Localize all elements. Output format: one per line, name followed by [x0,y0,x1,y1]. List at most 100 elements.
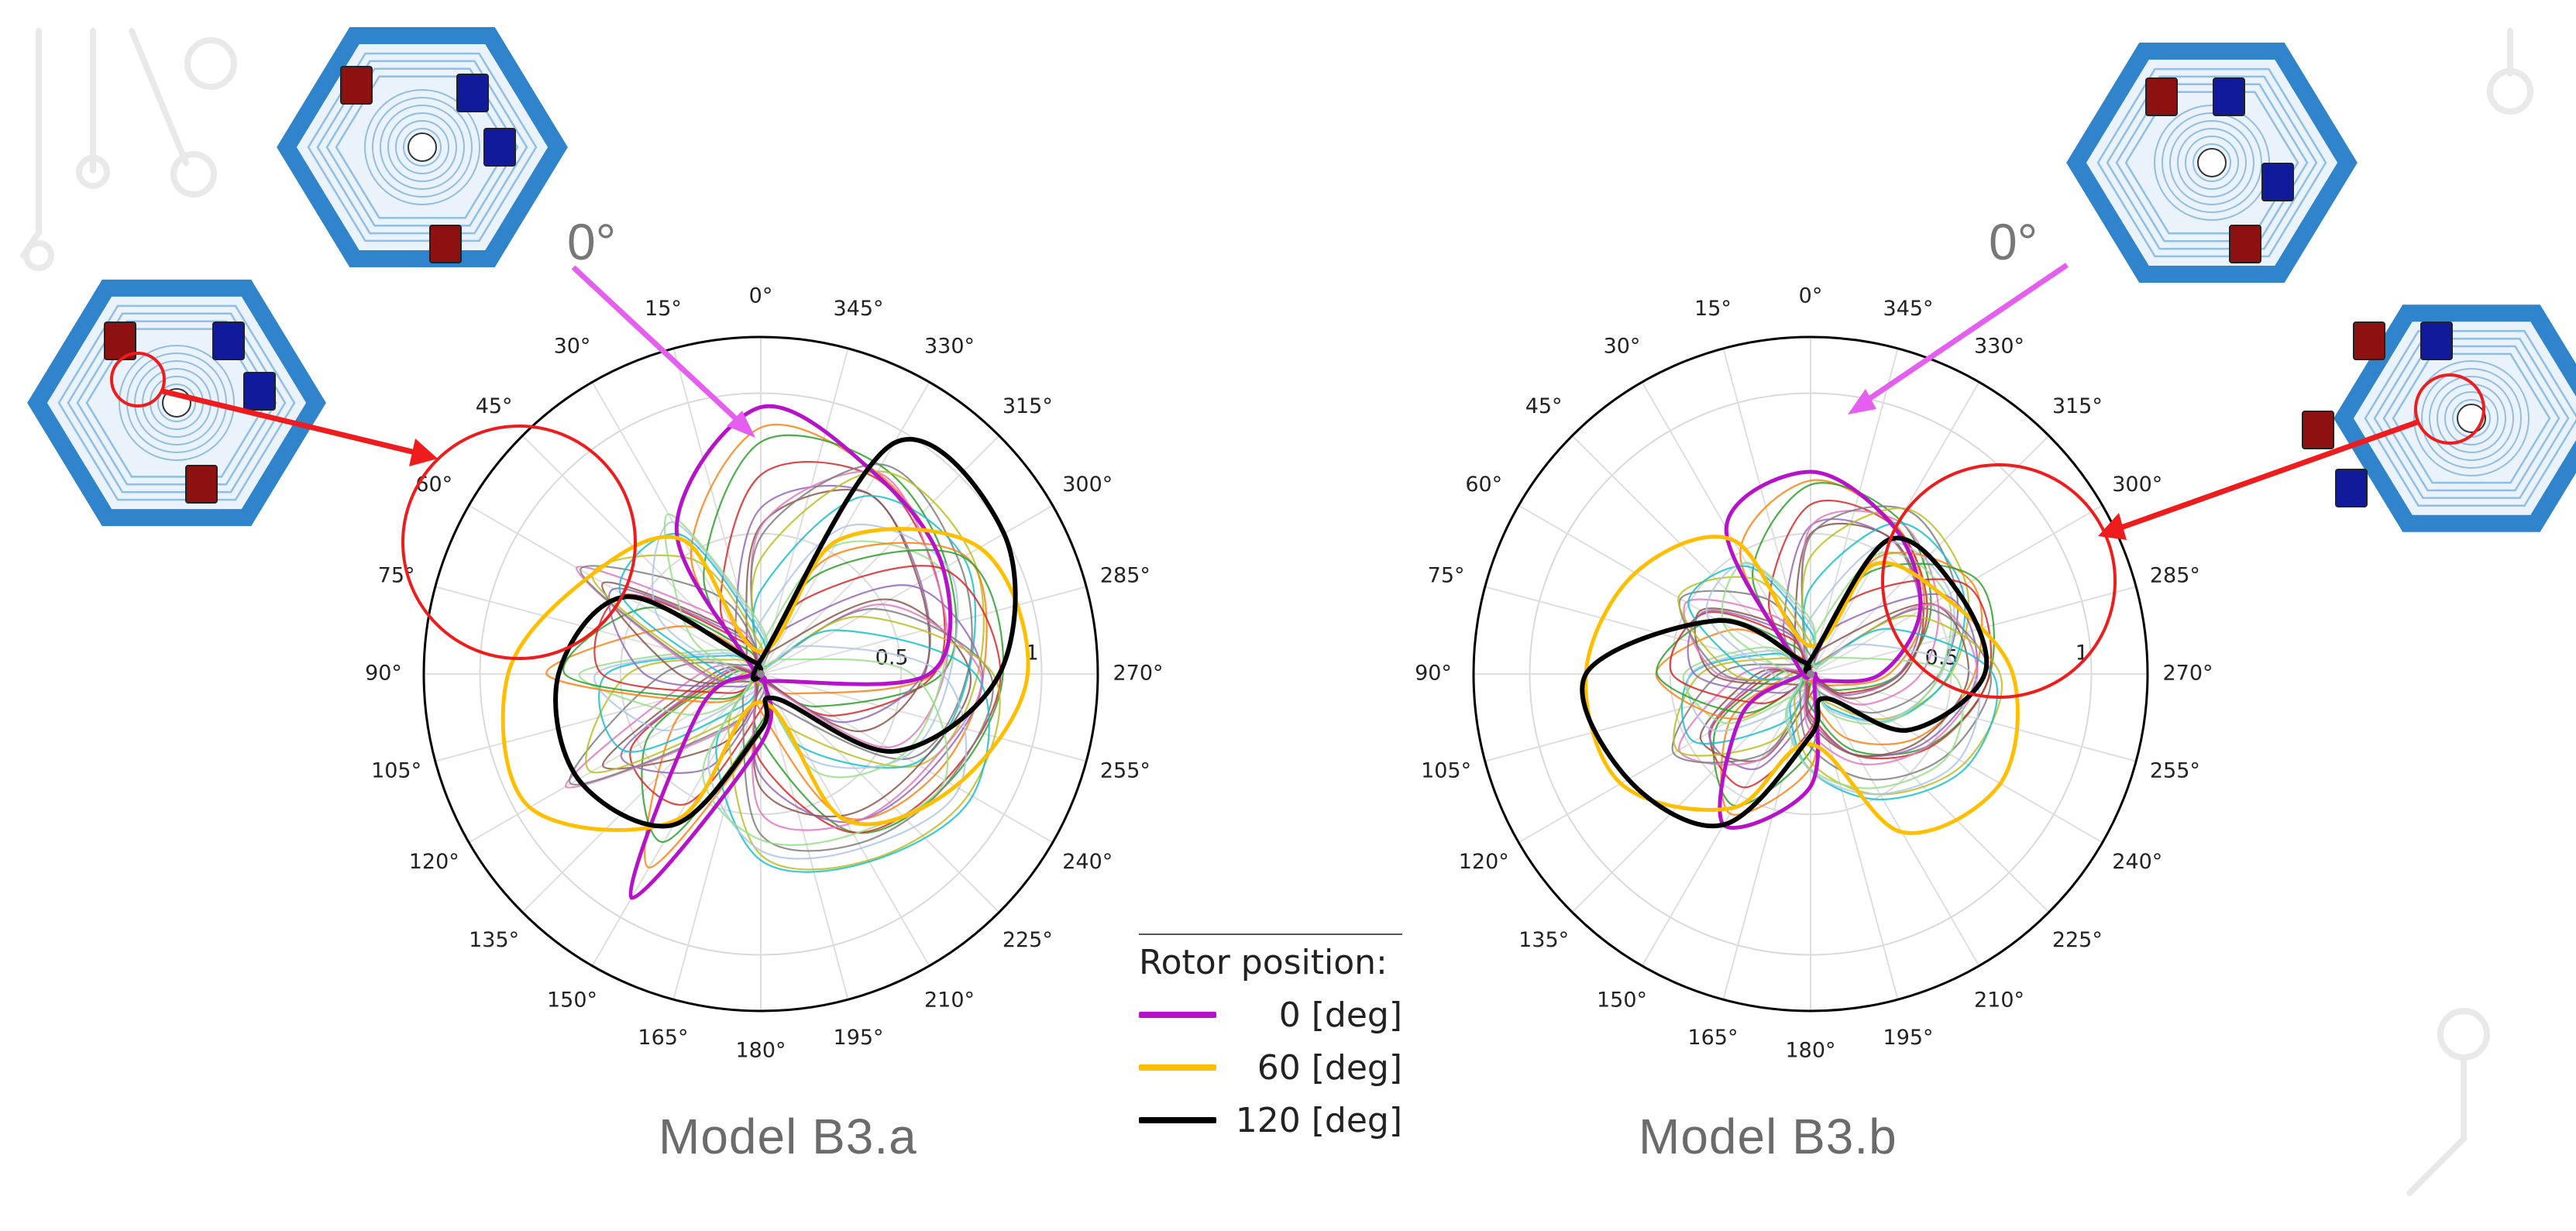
angular-grid-line [760,673,1000,913]
angular-tick-label: 330° [1974,335,2024,359]
angular-tick-label: 15° [645,297,682,321]
angular-tick-label: 135° [1518,928,1569,952]
legend-entry-120deg: 120 [deg] [1139,1094,1402,1147]
coil-blue [2420,322,2453,360]
angular-grid-line [1810,673,2103,844]
flux-line [395,120,449,174]
rotor-position-curve [618,532,990,873]
coil-blue [243,372,276,411]
rotor-shaft [2197,148,2227,177]
angular-grid-line [1810,673,2137,762]
rotor-position-curve [641,434,958,843]
angular-tick-label: 165° [1687,1026,1738,1050]
flux-line [2364,330,2576,507]
rotor-position-curve [601,581,972,818]
zero-angle-arrowhead-right [1848,389,1876,414]
rotor-position-curve [580,565,994,852]
angular-tick-label: 225° [1003,928,1053,952]
rotor-position-legend: Rotor position: 0 [deg] 60 [deg] 120 [de… [1139,934,1402,1147]
angular-grid-line [1810,673,2050,913]
coil-red [2229,225,2261,263]
stator-field-inset [2066,43,2358,283]
angular-tick-label: 150° [1597,988,1647,1012]
angular-tick-label: 210° [924,988,975,1012]
angular-tick-label: 0° [1799,284,1823,308]
coil-blue [212,322,245,360]
legend-label-120deg: 120 [deg] [1235,1100,1402,1140]
angular-grid-line [760,381,930,675]
coil-blue [456,74,489,112]
angular-tick-label: 270° [1113,662,1163,686]
highlight-circle-inset-right [2414,373,2485,445]
angular-tick-label: 150° [547,988,597,1012]
angular-tick-label: 285° [1100,563,1150,587]
flux-line [2169,120,2254,205]
flux-line [372,97,473,198]
flux-line [2177,128,2247,198]
flux-line [2193,143,2231,182]
zero-angle-arrow-left [571,265,745,427]
angular-tick-label: 225° [2052,928,2103,952]
series-line-120deg [1580,535,1990,828]
flux-line [2421,368,2522,469]
angular-tick-label: 180° [735,1039,786,1063]
stator-field-inset [277,27,568,267]
flux-line [119,345,235,461]
coil-red [340,66,373,105]
angular-tick-label: 90° [365,662,402,686]
legend-entry-60deg: 60 [deg] [1139,1041,1402,1094]
highlight-circle-left [401,425,637,660]
angular-grid-line [1810,586,2137,675]
angular-tick-label: 45° [1525,394,1563,418]
stator-field-inset [2302,304,2576,532]
angular-tick-label: 270° [2162,662,2213,686]
rotor-position-curve [545,542,988,820]
legend-swatch-60deg [1139,1064,1216,1071]
highlight-arrowhead-left [409,438,438,466]
angular-tick-label: 300° [2112,473,2162,497]
angular-tick-label: 255° [2150,759,2200,783]
angular-tick-label: 0° [749,284,773,308]
legend-entry-0deg: 0 [deg] [1139,989,1402,1041]
caption-model-b3b: Model B3.b [1639,1109,1897,1164]
angular-tick-label: 45° [476,394,513,418]
highlight-arrowhead-right [2098,513,2127,540]
polar-chart-b3a: 0°15°30°45°60°75°90°105°120°135°150°165°… [365,284,1163,1063]
flux-line [2392,352,2551,484]
flux-line [2096,67,2327,258]
flux-line [364,89,480,205]
angular-tick-label: 345° [1883,297,1934,321]
angular-tick-label: 30° [1604,335,1641,359]
polar-origin-dot [1807,670,1814,678]
series-line-0deg [1718,469,1923,830]
legend-label-0deg: 0 [deg] [1278,995,1402,1035]
coil-red [429,225,462,263]
angular-grid-line [1518,673,1811,844]
angular-tick-label: 75° [1428,563,1465,587]
angular-tick-label: 315° [1003,394,1053,418]
angular-tick-label: 315° [2052,394,2103,418]
angular-grid-line [1571,673,1811,913]
angular-grid-line [521,435,762,675]
rotor-position-curve [607,584,984,824]
flux-line [316,60,528,235]
angular-tick-label: 90° [1415,662,1452,686]
flux-line [325,67,519,227]
series-line-120deg [553,436,1018,829]
angular-grid-line [1722,673,1811,1000]
angular-tick-label: 210° [1974,988,2024,1012]
angular-tick-label: 195° [1883,1026,1934,1050]
flux-line [2444,391,2499,445]
legend-swatch-0deg [1139,1012,1216,1018]
flux-line [2413,360,2530,476]
coil-blue [483,128,516,167]
caption-model-b3a: Model B3.a [659,1109,917,1164]
flux-line [67,312,287,493]
angular-tick-label: 165° [638,1026,688,1050]
angular-tick-label: 105° [1421,759,1471,783]
rotor-position-curve [1677,576,2003,796]
polar-origin-dot [757,670,765,678]
coil-blue [2261,163,2294,201]
rotor-position-curve [576,566,983,831]
highlight-arrow-right [2117,419,2419,531]
